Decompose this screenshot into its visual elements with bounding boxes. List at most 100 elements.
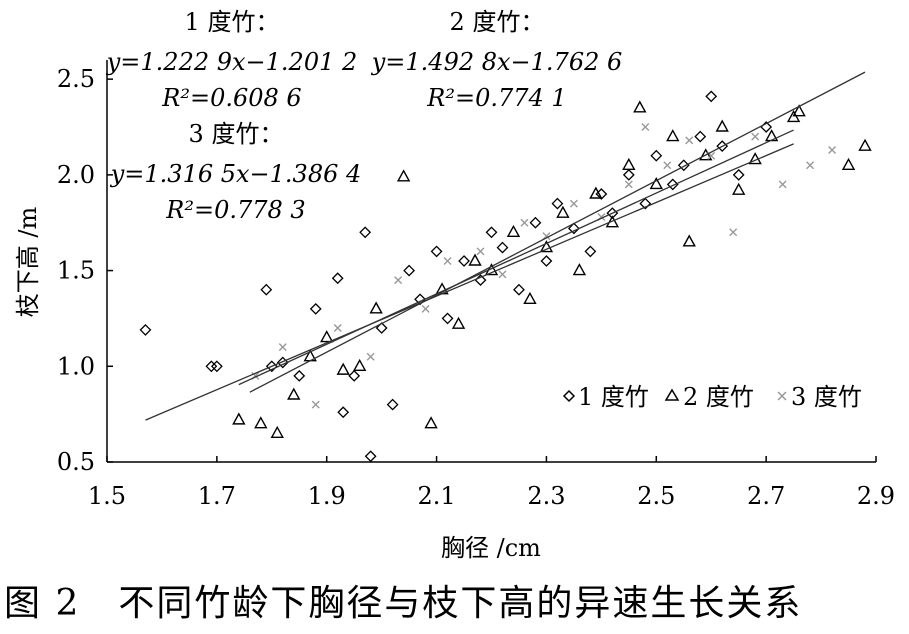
- series-2-point-23: [633, 100, 647, 113]
- series-1-point-24: [529, 216, 542, 229]
- scatter-chart: 1.5 1.7 1.9 2.1 2.3 2.5 2.7 2.90.51.01.52.02.5 …: [14, 8, 895, 562]
- series-1-point-35: [677, 159, 690, 172]
- series-3-point-8: [476, 247, 485, 256]
- series-3-point-3: [333, 324, 342, 332]
- series-1-point-14: [386, 398, 399, 411]
- series-3-point-14: [624, 180, 633, 189]
- x-tick-label-7: 2.9: [857, 482, 895, 510]
- series-3-point-15: [641, 123, 650, 131]
- series-2-point-22: [622, 157, 636, 170]
- y-tick-label-4: 2.5: [57, 65, 95, 93]
- series-1-point-27: [567, 222, 580, 235]
- y-tick-label-1: 1.0: [57, 352, 95, 380]
- series-3-point-5: [394, 276, 403, 285]
- series-2-point-34: [841, 157, 856, 170]
- legend-label-3: 3 度竹: [791, 383, 862, 411]
- series-1-point-13: [375, 322, 388, 334]
- series-1-point-6: [293, 369, 306, 382]
- y-axis-title: 枝下高 /m: [14, 207, 42, 318]
- series-3-point-1: [278, 343, 287, 352]
- series-1-point-23: [513, 283, 525, 296]
- series-1-point-25: [540, 255, 553, 267]
- y-tick-label-0: 0.5: [57, 448, 95, 476]
- series-2-point-28: [715, 119, 729, 132]
- series-1-point-18: [441, 312, 454, 325]
- series-2-point-3: [287, 387, 301, 400]
- series-3-point-7: [443, 257, 452, 265]
- series-1-point-33: [650, 149, 663, 162]
- annotation-2-title: 2 度竹：: [450, 8, 545, 36]
- figure-caption: 图 2 不同竹龄下胸径与枝下高的异速生长关系: [4, 583, 803, 624]
- annotation-2-equation: y=1.492 8x−1.762 6: [371, 48, 623, 76]
- series-2-point-9: [396, 169, 411, 182]
- series-3-point-6: [421, 304, 430, 313]
- series-2-point-15: [506, 224, 521, 237]
- x-tick-label-1: 1.7: [198, 482, 236, 510]
- series-2-point-10: [424, 416, 438, 429]
- series-3-point-23: [828, 145, 837, 154]
- series-3-point-20: [751, 132, 760, 141]
- series-1-point-2: [210, 360, 223, 373]
- annotation-1-equation: y=1.222 9x−1.201 2: [106, 48, 358, 76]
- axes-layer: [106, 60, 876, 463]
- series-2-point-5: [320, 330, 334, 343]
- y-tick-label-3: 2.0: [57, 161, 95, 189]
- x-tick-label-3: 2.1: [417, 482, 455, 510]
- fit-lines-layer: [145, 71, 866, 421]
- legend-label-2: 2 度竹: [683, 383, 754, 411]
- series-1-point-34: [666, 178, 679, 191]
- x-tick-label-6: 2.7: [747, 482, 785, 510]
- series-2-point-17: [539, 240, 554, 253]
- annotation-1-r2: R²=0.608 6: [161, 84, 301, 112]
- series-2-point-8: [369, 301, 383, 314]
- x-axis-title: 胸径 /cm: [441, 534, 541, 562]
- series-2-point-20: [589, 186, 603, 199]
- x-tick-label-0: 1.5: [88, 482, 126, 510]
- annotation-3-r2: R²=0.778 3: [165, 196, 305, 224]
- series-1-point-15: [403, 264, 416, 277]
- series-1-point-37: [705, 90, 718, 103]
- series-3-point-17: [685, 136, 694, 145]
- annotation-3-equation: y=1.316 5x−1.386 4: [110, 160, 362, 188]
- series-2-point-1: [254, 416, 268, 429]
- series-2-point-32: [786, 109, 801, 123]
- series-1-point-19: [458, 255, 470, 267]
- legend-marker-triangle: [664, 388, 680, 401]
- series-2-point-26: [682, 234, 696, 247]
- fit-line-series-2: [249, 71, 866, 393]
- series-2-point-25: [666, 129, 680, 142]
- series-3-point-9: [498, 270, 507, 279]
- series-2-point-19: [572, 263, 587, 276]
- series-3-point-4: [366, 352, 375, 361]
- series-2-point-0: [232, 412, 246, 425]
- series-2-point-33: [792, 104, 806, 117]
- legend-marker-diamond: [562, 389, 576, 403]
- x-tick-label-5: 2.5: [637, 482, 675, 510]
- series-2-point-27: [699, 148, 713, 161]
- series-1-point-9: [337, 406, 350, 419]
- series-1-point-21: [485, 226, 498, 239]
- series-2-point-16: [523, 291, 537, 304]
- series-1-point-8: [331, 272, 344, 285]
- series-1-point-17: [430, 245, 443, 258]
- series-1-point-26: [551, 197, 564, 210]
- legend-label-1: 1 度竹: [578, 383, 649, 411]
- y-tick-label-2: 1.5: [57, 257, 95, 285]
- series-1-point-3: [260, 283, 273, 296]
- series-1-point-12: [364, 450, 377, 463]
- fit-line-series-1: [145, 143, 794, 421]
- series-3-point-21: [778, 180, 787, 189]
- series-2-point-18: [556, 205, 570, 218]
- series-1-point-31: [622, 168, 635, 181]
- series-2-point-12: [451, 316, 466, 329]
- series-3-point-2: [311, 400, 320, 409]
- series-1-point-36: [694, 130, 707, 143]
- series-3-point-12: [569, 199, 578, 208]
- series-3-point-10: [520, 218, 529, 227]
- series-3-point-19: [729, 228, 738, 237]
- annotation-1-title: 1 度竹：: [185, 8, 280, 36]
- series-3-point-16: [663, 161, 672, 170]
- annotation-2-r2: R²=0.774 1: [426, 84, 566, 112]
- series-2-point-29: [731, 182, 746, 195]
